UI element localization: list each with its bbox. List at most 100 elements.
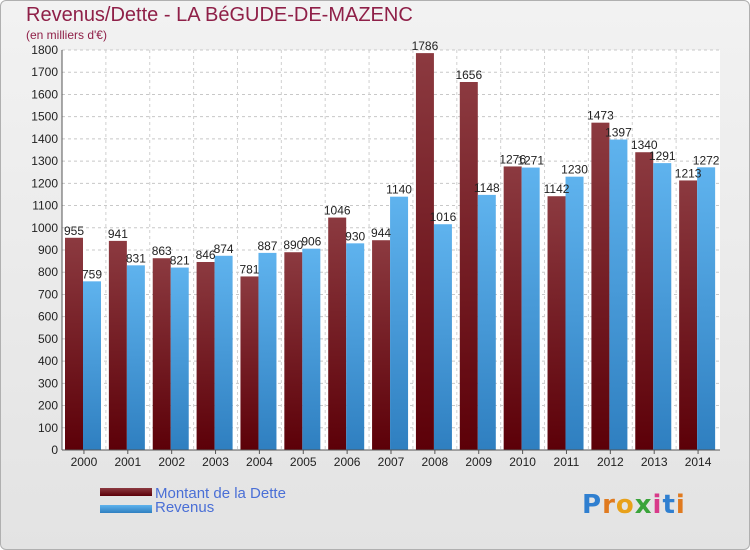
x-tick-label: 2006 xyxy=(334,455,361,469)
value-label-dette: 1340 xyxy=(631,138,658,152)
value-label-revenus: 821 xyxy=(170,254,190,268)
bar-dette xyxy=(459,82,478,450)
y-tick-label: 1100 xyxy=(32,199,58,213)
value-label-revenus: 1271 xyxy=(517,154,544,168)
x-tick-label: 2002 xyxy=(158,455,185,469)
bar-revenus xyxy=(697,167,716,451)
bar-dette xyxy=(65,237,83,450)
bar-revenus xyxy=(214,255,233,450)
value-label-revenus: 930 xyxy=(345,229,365,243)
chart-subtitle: (en milliers d'€) xyxy=(26,28,107,42)
y-tick-label: 1800 xyxy=(31,43,58,57)
logo-letter: x xyxy=(634,490,653,520)
bar-dette xyxy=(503,166,522,450)
bar-dette xyxy=(679,180,698,450)
y-tick-label: 300 xyxy=(38,376,58,390)
x-tick-label: 2010 xyxy=(509,455,536,469)
bar-revenus xyxy=(126,265,145,450)
logo-letter: i xyxy=(675,490,686,520)
value-label-dette: 1213 xyxy=(675,166,702,180)
value-label-dette: 944 xyxy=(371,226,391,240)
y-tick-label: 1300 xyxy=(31,154,58,168)
bar-dette xyxy=(547,196,566,450)
bar-dette xyxy=(284,252,303,450)
bar-revenus xyxy=(83,281,101,450)
bar-dette xyxy=(196,262,215,450)
value-label-revenus: 831 xyxy=(126,251,146,265)
value-label-dette: 890 xyxy=(283,238,303,252)
value-label-dette: 1786 xyxy=(412,39,439,53)
x-tick-label: 2001 xyxy=(114,455,141,469)
bar-revenus xyxy=(521,167,540,451)
x-tick-label: 2005 xyxy=(290,455,317,469)
y-tick-label: 1400 xyxy=(31,132,58,146)
axes: 0 100 200 300 400 500 600 700 800 900 1000 1100 1200… xyxy=(31,43,720,469)
y-tick-label: 800 xyxy=(38,265,58,279)
value-label-revenus: 1140 xyxy=(386,183,412,197)
bar-revenus xyxy=(433,224,452,450)
value-label-revenus: 1397 xyxy=(605,126,632,140)
logo-letter: o xyxy=(615,490,635,520)
x-tick-label: 2000 xyxy=(71,455,98,469)
legend-label-dette: Montant de la Dette xyxy=(155,485,286,502)
value-label-revenus: 1230 xyxy=(561,163,588,177)
logo-letter: i xyxy=(652,490,663,520)
bar-revenus xyxy=(390,196,409,450)
value-label-dette: 1276 xyxy=(499,152,526,166)
bar-revenus xyxy=(565,176,584,450)
value-label-dette: 1142 xyxy=(544,182,570,196)
bar-dette xyxy=(328,217,347,450)
bar-revenus xyxy=(477,194,496,450)
value-label-revenus: 906 xyxy=(301,235,321,249)
logo-letter: r xyxy=(602,490,616,520)
value-label-dette: 955 xyxy=(64,224,84,238)
value-label-revenus: 1291 xyxy=(649,149,676,163)
y-tick-label: 200 xyxy=(38,399,58,413)
y-tick-label: 100 xyxy=(38,421,58,435)
bar-dette xyxy=(415,53,434,450)
proxiti-logo: Proxiti xyxy=(582,490,686,520)
value-label-revenus: 874 xyxy=(214,242,234,256)
y-tick-label: 1200 xyxy=(31,176,58,190)
value-label-dette: 1473 xyxy=(587,109,614,123)
bar-revenus xyxy=(653,163,672,450)
bar-dette xyxy=(372,240,391,450)
value-label-dette: 941 xyxy=(108,227,128,241)
value-label-revenus: 1272 xyxy=(693,153,720,167)
x-tick-label: 2007 xyxy=(378,455,405,469)
bars xyxy=(65,53,716,451)
value-label-dette: 781 xyxy=(239,262,259,276)
y-tick-label: 1600 xyxy=(31,87,58,101)
y-tick-label: 600 xyxy=(38,310,58,324)
bar-dette xyxy=(591,122,610,451)
x-tick-label: 2014 xyxy=(685,455,712,469)
legend-label-revenus: Revenus xyxy=(155,499,215,516)
legend-swatch-dette xyxy=(100,488,152,496)
value-label-revenus: 887 xyxy=(257,239,277,253)
value-label-revenus: 1148 xyxy=(474,181,500,195)
value-label-revenus: 759 xyxy=(82,267,102,281)
y-tick-label: 1700 xyxy=(31,65,58,79)
bar-dette xyxy=(108,240,127,450)
bar-revenus xyxy=(170,267,189,450)
bar-revenus xyxy=(302,248,321,450)
legend-swatch-revenus xyxy=(100,505,152,513)
x-tick-label: 2011 xyxy=(554,455,580,469)
y-tick-label: 400 xyxy=(38,354,58,368)
bar-revenus xyxy=(258,252,277,450)
y-tick-label: 0 xyxy=(51,443,58,457)
value-label-dette: 846 xyxy=(196,248,216,262)
x-tick-label: 2009 xyxy=(465,455,492,469)
value-label-revenus: 1016 xyxy=(430,210,457,224)
x-tick-label: 2012 xyxy=(597,455,624,469)
bar-dette xyxy=(240,276,259,450)
y-tick-label: 500 xyxy=(38,332,58,346)
y-tick-label: 1000 xyxy=(31,221,58,235)
value-label-dette: 1046 xyxy=(324,204,351,218)
x-tick-label: 2003 xyxy=(202,455,229,469)
logo-letter: t xyxy=(662,490,676,520)
x-tick-label: 2013 xyxy=(641,455,668,469)
bar-dette xyxy=(635,152,654,450)
